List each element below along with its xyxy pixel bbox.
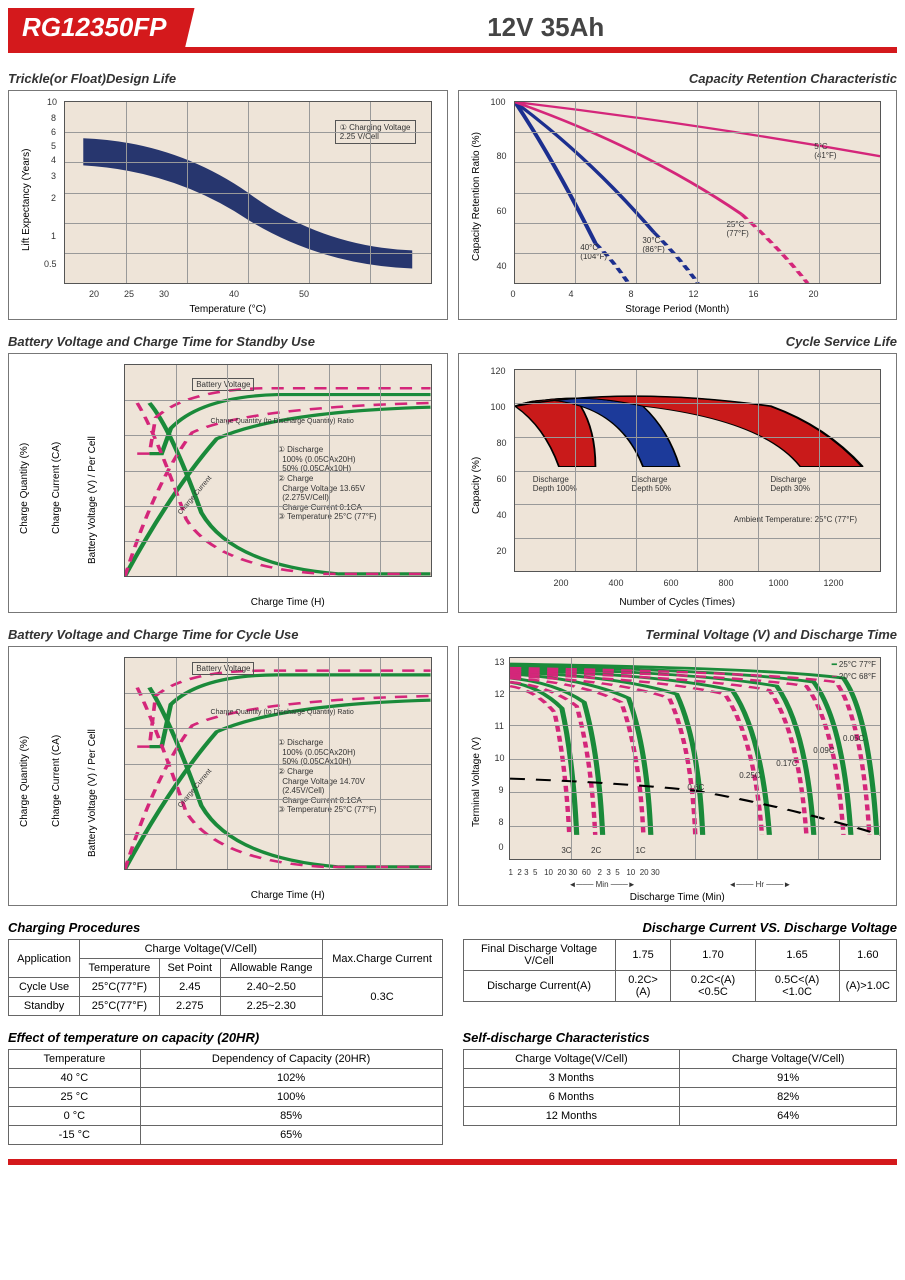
chart5: Battery Voltage Charge Quantity (to Disc… [8,646,448,906]
tempcap-table: TemperatureDependency of Capacity (20HR)… [8,1049,443,1145]
discharge-table: Final Discharge Voltage V/Cell 1.75 1.70… [463,939,898,1002]
header: RG12350FP 12V 35Ah [8,8,897,53]
chart1-xlabel: Temperature (°C) [9,304,447,315]
chart4-title: Cycle Service Life [458,334,898,349]
chart3-title: Battery Voltage and Charge Time for Stan… [8,334,448,349]
tempcap-title: Effect of temperature on capacity (20HR) [8,1030,443,1045]
spec: 12V 35Ah [195,12,897,43]
selfdis-title: Self-discharge Characteristics [463,1030,898,1045]
chart2-title: Capacity Retention Characteristic [458,71,898,86]
chart1-ylabel: Lift Expectancy (Years) [21,149,32,251]
chart1: ① Charging Voltage2.25 V/Cell Lift Expec… [8,90,448,320]
chart6-title: Terminal Voltage (V) and Discharge Time [458,627,898,642]
chart5-title: Battery Voltage and Charge Time for Cycl… [8,627,448,642]
chart1-title: Trickle(or Float)Design Life [8,71,448,86]
chart4: DischargeDepth 100% DischargeDepth 50% D… [458,353,898,613]
selfdis-table: Charge Voltage(V/Cell)Charge Voltage(V/C… [463,1049,898,1126]
chart2: 40°C(104°F) 30°C(86°F) 25°C(77°F) 5°C(41… [458,90,898,320]
discharge-title: Discharge Current VS. Discharge Voltage [463,920,898,935]
chart3: Battery Voltage Charge Quantity (to Disc… [8,353,448,613]
charging-table: Application Charge Voltage(V/Cell) Max.C… [8,939,443,1016]
footer-bar [8,1159,897,1165]
model-number: RG12350FP [8,8,195,47]
chart6: ━ 25°C 77°F ╌ 20°C 68°F 3C 2C 1C 0.6C 0.… [458,646,898,906]
charging-title: Charging Procedures [8,920,443,935]
